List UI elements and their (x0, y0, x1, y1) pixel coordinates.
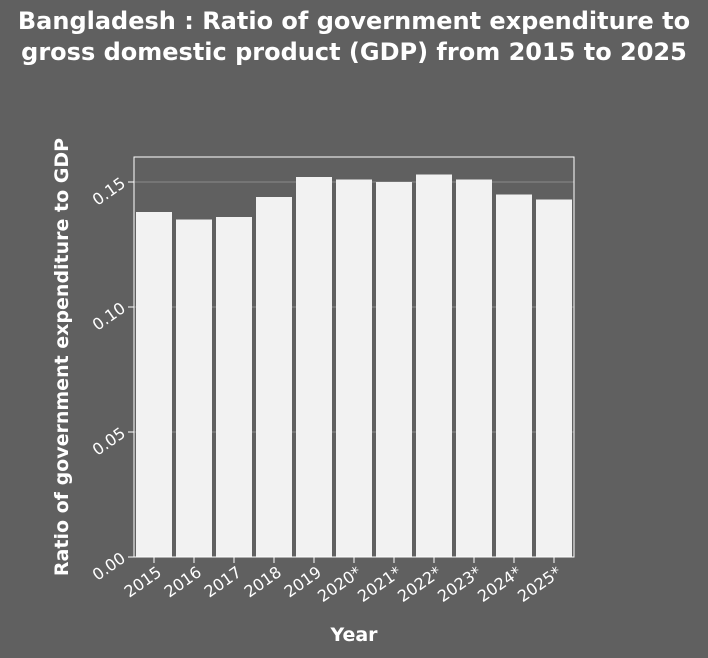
x-tick-label: 2025* (514, 562, 565, 606)
x-axis-label: Year (330, 624, 378, 646)
bar-2023 (456, 179, 492, 557)
y-tick-label: 0.15 (89, 173, 129, 209)
x-tick-label: 2017 (201, 562, 245, 601)
y-tick-label: 0.05 (89, 423, 129, 459)
bar-2015 (136, 212, 172, 557)
x-tick-label: 2023* (434, 562, 485, 606)
bar-2018 (256, 197, 292, 557)
chart-title: Bangladesh : Ratio of government expendi… (17, 7, 691, 66)
y-tick-label: 0.00 (89, 548, 129, 584)
x-tick-label: 2024* (474, 562, 525, 606)
bar-2025 (536, 199, 572, 557)
x-tick-label: 2016 (161, 562, 205, 601)
bar-2019 (296, 177, 332, 557)
x-tick-label: 2021* (354, 562, 405, 606)
x-tick-label: 2022* (394, 562, 445, 606)
x-tick-label: 2020* (314, 562, 365, 606)
bar-2022 (416, 174, 452, 557)
bar-2024 (496, 194, 532, 557)
y-tick-label: 0.10 (89, 298, 129, 334)
bar-2021 (376, 182, 412, 557)
bar-2016 (176, 219, 212, 557)
x-tick-label: 2018 (241, 562, 285, 601)
bar-2017 (216, 217, 252, 557)
x-tick-label: 2015 (121, 562, 165, 601)
bar-2020 (336, 179, 372, 557)
